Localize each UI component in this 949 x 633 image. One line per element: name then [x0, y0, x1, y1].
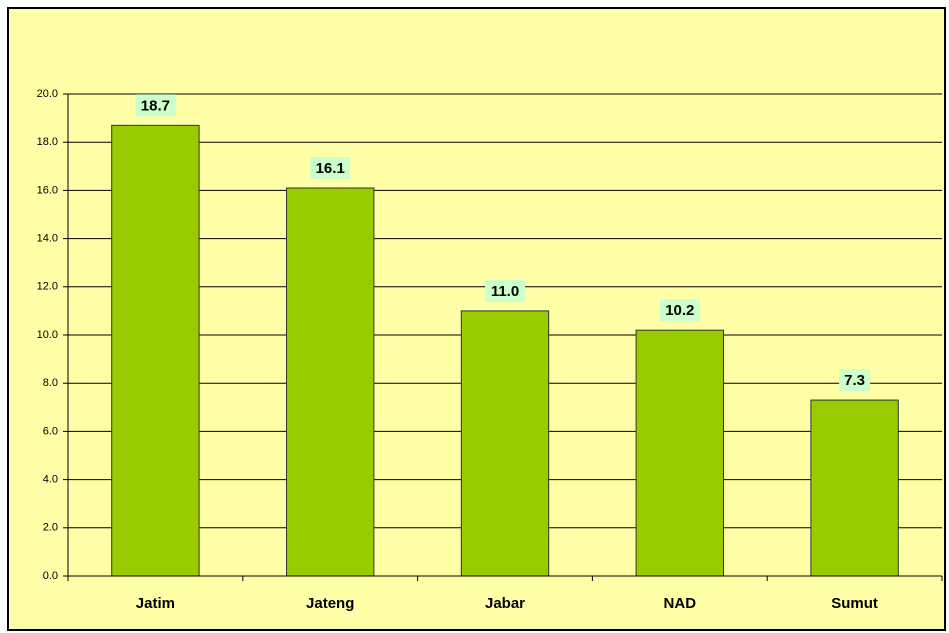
value-label-bg: [310, 156, 351, 179]
y-tick-label: 20.0: [37, 88, 58, 100]
y-tick-label: 6.0: [43, 425, 58, 437]
y-tick-label: 4.0: [43, 474, 58, 486]
y-tick-label: 10.0: [37, 329, 58, 341]
value-label: 11.0: [491, 283, 519, 300]
y-tick-label: 14.0: [37, 233, 58, 245]
value-label: 10.2: [665, 302, 694, 319]
value-label-bg: [659, 299, 700, 322]
y-tick-label: 8.0: [43, 377, 58, 389]
y-tick-label: 18.0: [37, 136, 58, 148]
y-tick-label: 16.0: [37, 184, 58, 196]
y-tick-label: 0.0: [43, 570, 58, 582]
x-tick-label: Jabar: [485, 595, 525, 612]
y-tick-label: 2.0: [43, 522, 58, 534]
bar: [635, 329, 724, 577]
value-label: 7.3: [844, 372, 865, 389]
value-label-bg: [839, 369, 871, 392]
value-label: 16.1: [316, 160, 345, 177]
value-label-bg: [135, 94, 176, 117]
bar: [286, 187, 375, 577]
value-label-bg: [485, 279, 525, 302]
bar: [460, 310, 550, 577]
bar: [810, 399, 899, 577]
bar: [111, 124, 200, 577]
value-label: 18.7: [141, 97, 170, 114]
y-tick-label: 12.0: [37, 281, 58, 293]
x-tick-label: NAD: [664, 595, 697, 612]
x-tick-label: Jatim: [136, 595, 175, 612]
x-tick-label: Sumut: [831, 595, 878, 612]
x-tick-label: Jateng: [306, 595, 354, 612]
